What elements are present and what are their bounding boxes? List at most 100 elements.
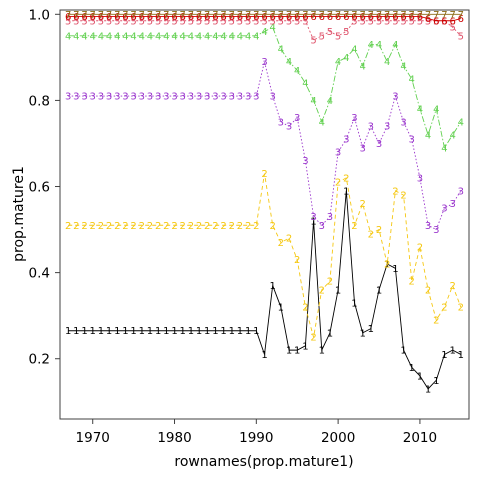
series-3-point: 3 xyxy=(237,92,243,103)
series-7-point: 7 xyxy=(171,10,177,21)
x-axis: 1970 1980 1990 2000 2010 xyxy=(76,419,437,446)
series-1-point: 1 xyxy=(302,341,308,352)
series-4-point: 4 xyxy=(409,74,415,85)
series-1-point: 1 xyxy=(220,326,226,337)
series-5-point: 5 xyxy=(343,27,349,38)
series-6-point: 6 xyxy=(351,12,357,23)
series-5: 5 5 5 5 5 5 5 5 5 5 5 5 5 5 5 5 5 5 5 5 5 5 5 5 5 5 5 5 5 55 5 5 5 55 5 5 5 5… xyxy=(65,16,464,46)
series-3-point: 3 xyxy=(180,92,186,103)
series-7-point: 7 xyxy=(343,10,349,21)
y-tick-label: 0.8 xyxy=(29,93,50,109)
series-2-point: 2 xyxy=(425,285,431,296)
series-2-point: 2 xyxy=(65,221,71,232)
series-5-point: 5 xyxy=(302,16,308,27)
series-1-point: 1 xyxy=(245,326,251,337)
series-3-point: 3 xyxy=(212,92,218,103)
series-1-point: 1 xyxy=(359,328,365,339)
series-3-point: 3 xyxy=(73,92,79,103)
series-1-point: 1 xyxy=(261,350,267,361)
series-4-point: 4 xyxy=(359,61,365,72)
series-2-point: 2 xyxy=(114,221,120,232)
series-6-point: 6 xyxy=(425,14,431,25)
series-2-point: 2 xyxy=(220,221,226,232)
x-tick-label: 1980 xyxy=(157,430,191,446)
series-4-point: 4 xyxy=(286,57,292,68)
series-5-point: 5 xyxy=(163,16,169,27)
series-7-point: 7 xyxy=(237,10,243,21)
series-5-point: 5 xyxy=(368,16,374,27)
series-3-point: 3 xyxy=(400,117,406,128)
series-4-point: 4 xyxy=(147,31,153,42)
series-4-point: 4 xyxy=(106,31,112,42)
series-5-point: 5 xyxy=(335,31,341,42)
series-4-point: 4 xyxy=(122,31,128,42)
series-7-point: 7 xyxy=(261,10,267,21)
series-4-point: 4 xyxy=(384,57,390,68)
series-2-point: 2 xyxy=(130,221,136,232)
series-7-point: 7 xyxy=(441,10,447,21)
series-6-point: 6 xyxy=(458,14,464,25)
series-4-point: 4 xyxy=(449,130,455,141)
series-2-point: 2 xyxy=(409,277,415,288)
series-2-point: 2 xyxy=(163,221,169,232)
series-6-point: 6 xyxy=(204,12,210,23)
series-2-point: 2 xyxy=(417,242,423,253)
series-2-point: 2 xyxy=(122,221,128,232)
series-4-point: 4 xyxy=(139,31,145,42)
series-4-point: 4 xyxy=(368,40,374,51)
series-6-point: 6 xyxy=(237,12,243,23)
series-5-point: 5 xyxy=(351,16,357,27)
series-2-point: 2 xyxy=(351,221,357,232)
series-4-point: 4 xyxy=(417,105,423,116)
series-5-point: 5 xyxy=(359,16,365,27)
series-3-point: 3 xyxy=(327,212,333,223)
series-6-point: 6 xyxy=(130,12,136,23)
series-1-point: 1 xyxy=(229,326,235,337)
series-2-point: 2 xyxy=(196,221,202,232)
series-7-point: 7 xyxy=(392,10,398,21)
series-1-point: 1 xyxy=(81,326,87,337)
series-3-point: 3 xyxy=(147,92,153,103)
series-1-point: 1 xyxy=(294,346,300,357)
series-7-point: 7 xyxy=(310,10,316,21)
series-1-point: 1 xyxy=(98,326,104,337)
series-2-point: 2 xyxy=(278,238,284,249)
series-5-point: 5 xyxy=(122,16,128,27)
series-5-point: 5 xyxy=(180,16,186,27)
series-5-point: 5 xyxy=(147,16,153,27)
series-3-point: 3 xyxy=(376,139,382,150)
series-1-point: 1 xyxy=(376,285,382,296)
series-4-point: 4 xyxy=(245,31,251,42)
series-6-point: 6 xyxy=(384,12,390,23)
series-7-point: 7 xyxy=(180,10,186,21)
series-5-point: 5 xyxy=(196,16,202,27)
series-5-point: 5 xyxy=(294,16,300,27)
series-5-point: 5 xyxy=(261,16,267,27)
series-2-point: 2 xyxy=(376,225,382,236)
series-4-point: 4 xyxy=(376,40,382,51)
series-6-point: 6 xyxy=(180,12,186,23)
series-3-point: 3 xyxy=(130,92,136,103)
series-1-point: 1 xyxy=(458,350,464,361)
series-5-point: 5 xyxy=(392,16,398,27)
series-3-point: 3 xyxy=(458,186,464,197)
series-5-point: 5 xyxy=(278,16,284,27)
series-5-point: 5 xyxy=(409,16,415,27)
series-1-point: 1 xyxy=(237,326,243,337)
series-7-point: 7 xyxy=(359,10,365,21)
series-7-point: 7 xyxy=(458,10,464,21)
series-7-point: 7 xyxy=(368,10,374,21)
series-3-point: 3 xyxy=(278,117,284,128)
series-7-point: 7 xyxy=(245,10,251,21)
series-5-point: 5 xyxy=(400,16,406,27)
series-2-point: 2 xyxy=(106,221,112,232)
series-3-point: 3 xyxy=(114,92,120,103)
series-7-point: 7 xyxy=(122,10,128,21)
series-2-point: 2 xyxy=(171,221,177,232)
series-1-point: 1 xyxy=(73,326,79,337)
series-6-point: 6 xyxy=(327,12,333,23)
series-6-point: 6 xyxy=(278,12,284,23)
series-5-point: 5 xyxy=(98,16,104,27)
